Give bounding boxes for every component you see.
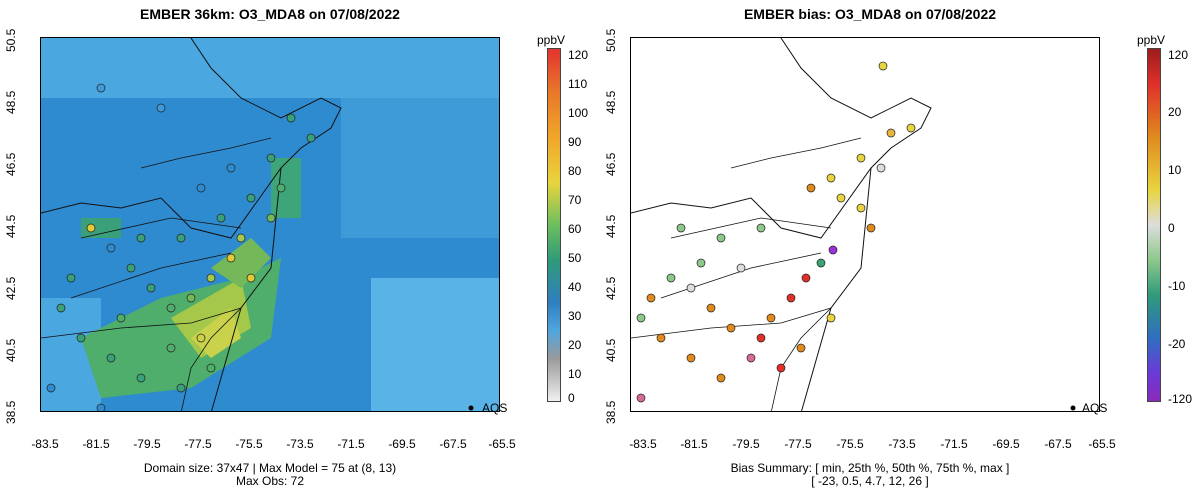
bias-map-title: EMBER bias: O3_MDA8 on 07/08/2022 — [743, 6, 997, 22]
lon-tick: -77.5 — [784, 437, 812, 451]
bias-colorbar — [1147, 48, 1161, 402]
model-legend-aqs: AQS — [482, 401, 508, 415]
bias-colorbar-unit: ppbV — [1137, 33, 1166, 47]
lon-tick: -79.5 — [133, 437, 161, 451]
lat-tick: 38.5 — [4, 400, 18, 424]
colorbar-tick: 80 — [568, 164, 582, 178]
colorbar-tick: -20 — [1168, 337, 1186, 351]
lat-tick: 50.5 — [4, 28, 18, 52]
lat-tick: 42.5 — [604, 276, 618, 300]
colorbar-tick: -120 — [1168, 392, 1193, 406]
colorbar-tick: 110 — [568, 77, 588, 91]
model-summary-line1: Domain size: 37x47 | Max Model = 75 at (… — [143, 461, 397, 475]
lon-tick: -65.5 — [488, 437, 516, 451]
model-map — [40, 37, 500, 412]
colorbar-tick: -10 — [1168, 279, 1186, 293]
lat-tick: 46.5 — [604, 152, 618, 176]
bias-legend-aqs: AQS — [1082, 401, 1108, 415]
colorbar-tick: 0 — [568, 391, 575, 405]
colorbar-tick: 0 — [1168, 221, 1175, 235]
colorbar-tick: 60 — [568, 222, 582, 236]
lat-tick: 44.5 — [604, 214, 618, 238]
bias-map-svg — [631, 38, 1099, 411]
lon-tick: -71.5 — [940, 437, 968, 451]
colorbar-tick: 50 — [568, 251, 582, 265]
lon-tick: -69.5 — [992, 437, 1020, 451]
lon-tick: -73.5 — [888, 437, 916, 451]
lon-tick: -75.5 — [836, 437, 864, 451]
lat-tick: 40.5 — [604, 338, 618, 362]
lat-tick: 48.5 — [4, 90, 18, 114]
lon-tick: -65.5 — [1088, 437, 1116, 451]
bias-summary-line1: Bias Summary: [ min, 25th %, 50th %, 75t… — [730, 461, 1010, 475]
colorbar-tick: 30 — [568, 309, 582, 323]
lon-tick: -67.5 — [439, 437, 467, 451]
colorbar-tick: 10 — [1168, 163, 1182, 177]
lon-tick: -67.5 — [1044, 437, 1072, 451]
colorbar-tick: 70 — [568, 193, 582, 207]
aqs-legend-dot — [1070, 405, 1076, 411]
lon-tick: -79.5 — [732, 437, 760, 451]
lon-tick: -73.5 — [286, 437, 314, 451]
lat-tick: 50.5 — [604, 28, 618, 52]
lon-tick: -83.5 — [31, 437, 59, 451]
lon-tick: -75.5 — [235, 437, 263, 451]
colorbar-tick: 20 — [1168, 105, 1182, 119]
model-station-markers — [46, 83, 316, 411]
colorbar-tick: 10 — [568, 367, 582, 381]
lat-tick: 44.5 — [4, 214, 18, 238]
model-map-title: EMBER 36km: O3_MDA8 on 07/08/2022 — [140, 6, 400, 22]
lat-tick: 48.5 — [604, 90, 618, 114]
lon-tick: -81.5 — [82, 437, 110, 451]
bias-map — [630, 37, 1100, 412]
bias-map-panel: EMBER bias: O3_MDA8 on 07/08/2022 — [600, 0, 1200, 502]
model-map-svg — [41, 38, 499, 411]
lon-tick: -83.5 — [629, 437, 657, 451]
lat-tick: 38.5 — [604, 400, 618, 424]
colorbar-tick: 90 — [568, 135, 582, 149]
bias-summary-line2: [ -23, 0.5, 4.7, 12, 26 ] — [811, 474, 929, 488]
lon-tick: -77.5 — [184, 437, 212, 451]
bias-station-markers — [636, 61, 916, 403]
lon-tick: -69.5 — [388, 437, 416, 451]
colorbar-tick: 40 — [568, 280, 582, 294]
colorbar-tick: 100 — [568, 106, 589, 120]
colorbar-tick: 120 — [568, 48, 589, 62]
colorbar-tick: 20 — [568, 338, 582, 352]
model-colorbar — [547, 48, 561, 402]
bias-summary: Bias Summary: [ min, 25th %, 50th %, 75t… — [600, 462, 1140, 488]
model-summary-line2: Max Obs: 72 — [235, 474, 305, 488]
model-colorbar-unit: ppbV — [537, 33, 566, 47]
aqs-legend-dot — [468, 405, 474, 411]
lat-tick: 46.5 — [4, 152, 18, 176]
model-summary: Domain size: 37x47 | Max Model = 75 at (… — [0, 462, 540, 488]
model-map-panel: EMBER 36km: O3_MDA8 on 07/08/2022 — [0, 6, 589, 488]
colorbar-tick: 120 — [1168, 48, 1189, 62]
lon-tick: -81.5 — [680, 437, 708, 451]
lat-tick: 40.5 — [4, 338, 18, 362]
lat-tick: 42.5 — [4, 276, 18, 300]
lon-tick: -71.5 — [337, 437, 365, 451]
